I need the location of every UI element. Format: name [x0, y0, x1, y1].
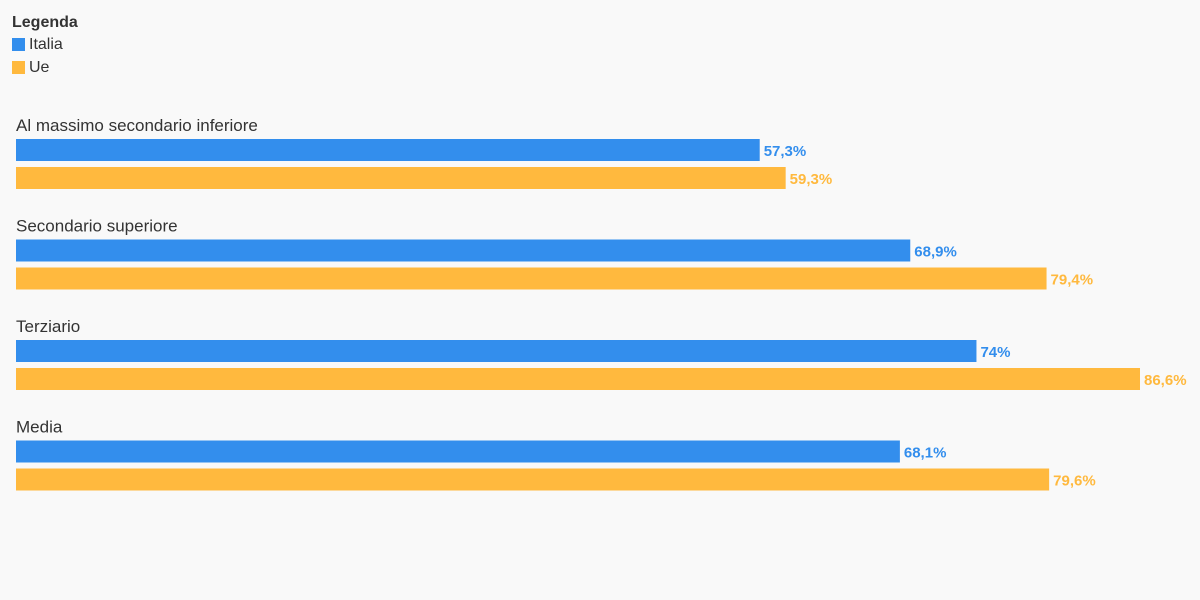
legend-label-italia: Italia	[29, 35, 63, 53]
legend: Legenda Italia Ue	[12, 13, 78, 79]
value-label-italia-media: 68,1%	[904, 445, 947, 462]
bar-italia-terziario	[16, 340, 977, 362]
bar-italia-al-massimo-secondario-inferiore	[16, 139, 760, 161]
legend-title: Legenda	[12, 14, 78, 31]
bar-ue-al-massimo-secondario-inferiore	[16, 167, 786, 189]
category-label-terziario: Terziario	[16, 317, 80, 336]
value-label-italia-terziario: 74%	[980, 344, 1010, 361]
bar-ue-secondario-superiore	[16, 267, 1047, 290]
bar-ue-terziario	[16, 368, 1140, 390]
value-label-ue-media: 79,6%	[1053, 473, 1096, 490]
bar-ue-media	[16, 468, 1050, 491]
legend-item-italia: Italia	[12, 33, 78, 56]
legend-swatch-ue	[12, 61, 25, 74]
category-label-media: Media	[16, 418, 63, 437]
category-label-al-massimo-secondario-inferiore: Al massimo secondario inferiore	[16, 116, 258, 135]
value-label-ue-al-massimo-secondario-inferiore: 59,3%	[790, 171, 833, 188]
legend-label-ue: Ue	[29, 58, 50, 76]
legend-swatch-italia	[12, 38, 25, 51]
category-label-secondario-superiore: Secondario superiore	[16, 217, 178, 236]
value-label-italia-secondario-superiore: 68,9%	[914, 244, 957, 261]
legend-item-ue: Ue	[12, 56, 78, 79]
value-label-italia-al-massimo-secondario-inferiore: 57,3%	[764, 143, 807, 160]
value-label-ue-terziario: 86,6%	[1144, 372, 1187, 389]
bar-italia-media	[16, 440, 900, 463]
bar-italia-secondario-superiore	[16, 239, 911, 262]
value-label-ue-secondario-superiore: 79,4%	[1051, 272, 1094, 289]
